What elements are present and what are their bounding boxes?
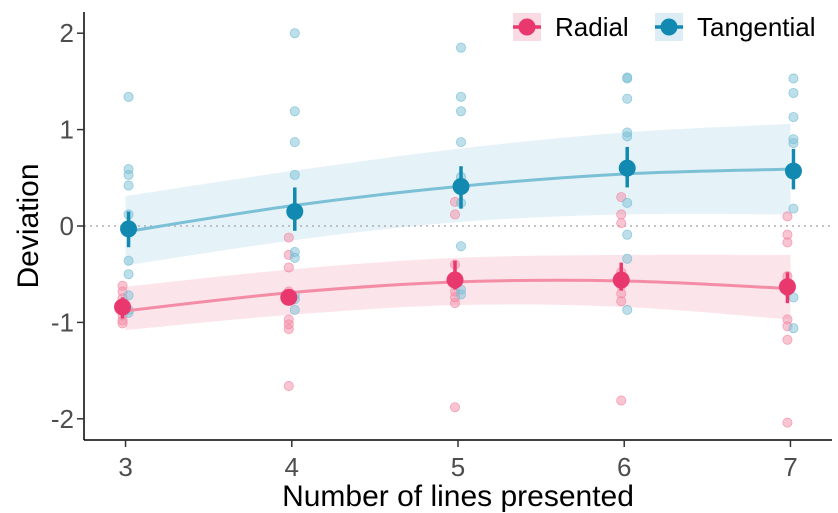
tangential-raw-point — [123, 255, 134, 266]
tangential-confidence-band — [125, 123, 791, 266]
tangential-raw-point — [788, 203, 799, 214]
means-layer — [114, 146, 802, 319]
tangential-raw-point — [455, 42, 466, 53]
y-tick-label: 1 — [60, 115, 74, 145]
y-tick-label: -2 — [51, 404, 74, 434]
tangential-mean-point — [784, 162, 802, 180]
tangential-raw-point — [289, 137, 300, 148]
tangential-raw-point — [123, 290, 134, 301]
radial-mean-point — [778, 278, 796, 296]
legend-key-radial-marker — [518, 18, 536, 36]
tangential-mean-point — [452, 177, 470, 195]
radial-raw-point — [616, 395, 627, 406]
radial-raw-point — [449, 209, 460, 220]
legend: Radial Tangential — [513, 12, 816, 42]
tangential-raw-point — [289, 106, 300, 117]
tangential-raw-point — [788, 73, 799, 84]
legend-label-radial: Radial — [555, 12, 629, 42]
radial-raw-point — [616, 192, 627, 203]
x-tick-label: 3 — [118, 452, 132, 482]
tangential-raw-point — [622, 253, 633, 264]
radial-mean-point — [612, 271, 630, 289]
tangential-raw-point — [622, 93, 633, 104]
tangential-raw-point — [123, 169, 134, 180]
x-axis-ticks: 3 4 5 6 7 — [118, 440, 798, 482]
legend-item-tangential: Tangential — [655, 12, 816, 42]
tangential-raw-point — [455, 106, 466, 117]
radial-mean-point — [280, 288, 298, 306]
radial-raw-point — [616, 209, 627, 220]
legend-label-tangential: Tangential — [697, 12, 816, 42]
x-tick-label: 6 — [617, 452, 631, 482]
tangential-raw-point — [788, 138, 799, 149]
tangential-raw-point — [289, 28, 300, 39]
tangential-raw-point — [455, 241, 466, 252]
radial-raw-point — [283, 232, 294, 243]
radial-raw-point — [616, 218, 627, 229]
radial-raw-point — [117, 318, 128, 329]
tangential-mean-point — [120, 220, 138, 238]
y-tick-label: 2 — [60, 18, 74, 48]
legend-key-tangential-marker — [660, 18, 678, 36]
radial-raw-point — [449, 298, 460, 309]
axes: 3 4 5 6 7 -2 -1 0 1 2 — [51, 12, 832, 482]
tangential-raw-point — [622, 197, 633, 208]
tangential-raw-point — [289, 169, 300, 180]
y-tick-label: 0 — [60, 211, 74, 241]
radial-mean-point — [114, 298, 132, 316]
y-axis-ticks: -2 -1 0 1 2 — [51, 18, 84, 434]
tangential-raw-point — [289, 252, 300, 263]
x-tick-label: 4 — [285, 452, 299, 482]
tangential-mean-point — [618, 159, 636, 177]
radial-mean-point — [446, 271, 464, 289]
tangential-raw-point — [622, 131, 633, 142]
radial-raw-point — [782, 334, 793, 345]
radial-raw-point — [449, 402, 460, 413]
tangential-raw-point — [455, 289, 466, 300]
radial-raw-point — [616, 296, 627, 307]
radial-raw-point — [782, 211, 793, 222]
y-axis-title: Deviation — [12, 163, 45, 288]
legend-item-radial: Radial — [513, 12, 629, 42]
radial-raw-point — [782, 237, 793, 248]
tangential-raw-point — [788, 112, 799, 123]
tangential-raw-point — [788, 87, 799, 98]
radial-raw-point — [283, 262, 294, 273]
tangential-mean-point — [286, 203, 304, 221]
tangential-raw-point — [455, 91, 466, 102]
x-tick-label: 7 — [783, 452, 797, 482]
tangential-raw-point — [289, 304, 300, 315]
tangential-raw-point — [123, 91, 134, 102]
tangential-raw-point — [788, 323, 799, 334]
y-tick-label: -1 — [51, 307, 74, 337]
radial-raw-point — [782, 417, 793, 428]
x-axis-title: Number of lines presented — [282, 480, 634, 513]
tangential-raw-point — [622, 229, 633, 240]
x-tick-label: 5 — [451, 452, 465, 482]
tangential-raw-point — [622, 73, 633, 84]
tangential-raw-point — [622, 304, 633, 315]
tangential-raw-point — [455, 137, 466, 148]
tangential-raw-point — [123, 180, 134, 191]
radial-raw-point — [283, 324, 294, 335]
radial-raw-point — [283, 381, 294, 392]
tangential-raw-point — [123, 269, 134, 280]
